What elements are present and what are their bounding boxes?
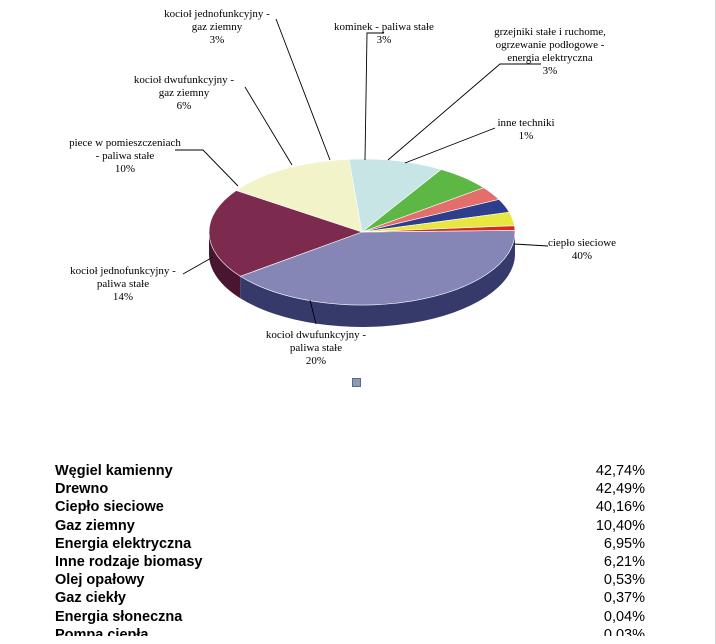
table-cut-edge xyxy=(0,636,716,644)
slice-label-line: 6% xyxy=(177,100,192,112)
fuel-percentage: 6,21% xyxy=(603,554,645,571)
pie-slice xyxy=(348,158,442,233)
fuel-name: Energia elektryczna xyxy=(55,535,192,552)
slice-label: inne techniki 1% xyxy=(497,117,554,142)
fuel-name: Drewno xyxy=(55,481,109,498)
slice-label: piece w pomieszczeniach - paliwa stałe 10% xyxy=(69,137,181,175)
fuel-percentage: 40,16% xyxy=(595,499,645,516)
leader-line xyxy=(364,32,384,161)
table-row: Inne rodzaje biomasy 6,21% xyxy=(55,553,645,571)
leader-line xyxy=(175,149,239,187)
pie-slice xyxy=(235,158,363,233)
table-row: Gaz ciekły 0,37% xyxy=(55,589,645,607)
slice-label: kocioł dwufunkcyjny -gaz ziemny 6% xyxy=(134,74,235,112)
fuel-name: Gaz ciekły xyxy=(55,590,126,607)
leader-line xyxy=(244,86,293,166)
slice-label-line: 3% xyxy=(377,34,392,46)
pie-slice xyxy=(208,190,363,277)
slice-label-line: ogrzewanie podłogowe - xyxy=(496,39,605,51)
slice-label-line: 3% xyxy=(543,65,558,77)
slice-label-line: 14% xyxy=(113,291,133,303)
leader-line xyxy=(309,299,317,325)
slice-label-line: 20% xyxy=(306,355,326,367)
table-row: Węgiel kamienny 42,74% xyxy=(55,462,645,480)
slice-label: kominek - paliwa stałe 3% xyxy=(334,21,434,46)
fuel-share-table: Węgiel kamienny 42,74% Drewno 42,49% Ciepło … xyxy=(55,462,645,644)
slice-label-line: gaz ziemny xyxy=(192,21,243,33)
leader-line xyxy=(404,127,496,164)
table-row: Energia elektryczna 6,95% xyxy=(55,535,645,553)
slice-label-line: 10% xyxy=(115,163,135,175)
slice-label-line: energia elektryczna xyxy=(507,52,593,64)
slice-label-line: ciepło sieciowe xyxy=(548,237,616,249)
pie-slice-side xyxy=(240,232,516,327)
fuel-name: Węgiel kamienny xyxy=(55,463,173,480)
table-row: Energia słoneczna 0,04% xyxy=(55,608,645,626)
leader-line xyxy=(182,256,214,275)
slice-label-line: inne techniki xyxy=(497,117,554,129)
fuel-percentage: 0,53% xyxy=(603,572,645,589)
pie-slice-side xyxy=(209,232,241,299)
fuel-name: Olej opałowy xyxy=(55,572,145,589)
slice-label: kocioł dwufunkcyjny -paliwa stałe 20% xyxy=(266,329,367,367)
leader-line xyxy=(387,63,541,161)
table-row: Olej opałowy 0,53% xyxy=(55,571,645,589)
slice-label-line: 3% xyxy=(210,34,225,46)
slice-label-line: - paliwa stałe xyxy=(96,150,155,162)
slice-label: grzejniki stałe i ruchome, ogrzewanie pod… xyxy=(494,26,606,77)
slice-label-line: grzejniki stałe i ruchome, xyxy=(494,26,606,38)
fuel-percentage: 0,37% xyxy=(603,590,645,607)
slice-label-line: 40% xyxy=(572,250,592,262)
slice-label-line: 1% xyxy=(519,130,534,142)
leader-line xyxy=(513,243,549,247)
pie-slice xyxy=(361,225,516,233)
table-row: Gaz ziemny 10,40% xyxy=(55,517,645,535)
pie-depth xyxy=(209,232,516,327)
slice-label-line: kocioł jednofunkcyjny - xyxy=(70,265,176,277)
slice-label-line: kocioł dwufunkcyjny - xyxy=(266,329,367,341)
slice-label-line: kominek - paliwa stałe xyxy=(334,21,434,33)
slice-label: ciepło sieciowe 40% xyxy=(548,237,616,262)
slice-label-line: paliwa stałe xyxy=(97,278,149,290)
slice-label-line: paliwa stałe xyxy=(290,342,342,354)
table-row: Ciepło sieciowe 40,16% xyxy=(55,498,645,516)
fuel-name: Gaz ziemny xyxy=(55,517,135,534)
pie-slice xyxy=(239,230,516,306)
fuel-name: Inne rodzaje biomasy xyxy=(55,554,203,571)
slice-label-line: piece w pomieszczeniach xyxy=(69,137,181,149)
slice-label-line: gaz ziemny xyxy=(159,87,210,99)
leader-line xyxy=(275,18,331,161)
table-row: Drewno 42,49% xyxy=(55,480,645,498)
fuel-percentage: 0,04% xyxy=(603,608,645,625)
fuel-percentage: 6,95% xyxy=(603,535,645,552)
slice-label-line: kocioł jednofunkcyjny - xyxy=(164,8,270,20)
fuel-percentage: 10,40% xyxy=(595,517,645,534)
slice-label-line: kocioł dwufunkcyjny - xyxy=(134,74,235,86)
fuel-percentage: 42,49% xyxy=(595,481,645,498)
fuel-name: Ciepło sieciowe xyxy=(55,499,164,516)
fuel-percentage: 42,74% xyxy=(595,463,645,480)
pie-chart: ciepło sieciowe 40%kocioł dwufunkcyjny -p… xyxy=(69,8,616,367)
fuel-name: Energia słoneczna xyxy=(55,608,183,625)
slice-label: kocioł jednofunkcyjny -paliwa stałe 14% xyxy=(70,265,176,303)
slice-label: kocioł jednofunkcyjny -gaz ziemny 3% xyxy=(164,8,270,46)
legend-marker xyxy=(352,378,361,387)
